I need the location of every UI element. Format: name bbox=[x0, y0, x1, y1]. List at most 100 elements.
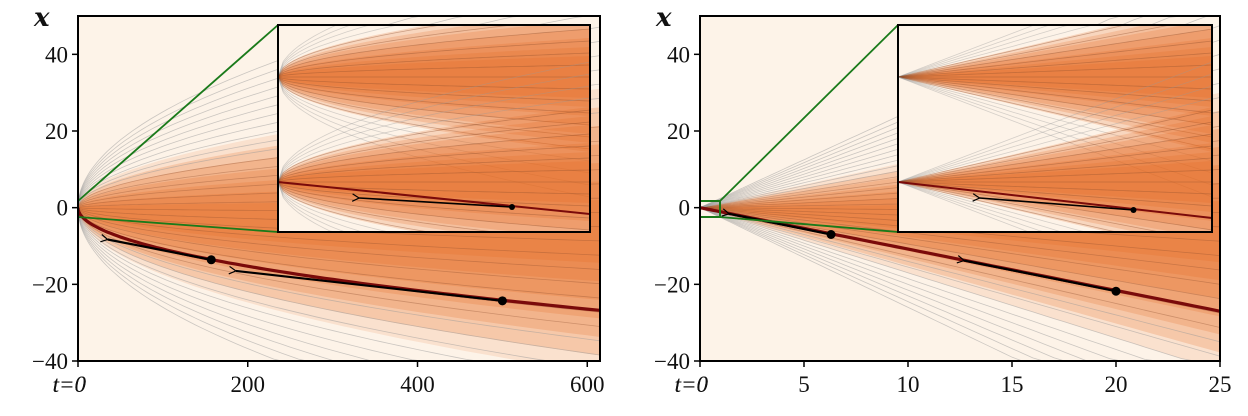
inset-curve bbox=[898, 40, 1212, 78]
inset-curve bbox=[278, 25, 590, 78]
inset-density-band bbox=[898, 25, 1212, 134]
y-axis-label: x bbox=[655, 3, 672, 33]
x-tick-label-origin: t=0 bbox=[675, 372, 709, 397]
inset-curve bbox=[278, 76, 590, 198]
inset-curve bbox=[898, 181, 1212, 232]
inset-density-band bbox=[898, 143, 1212, 221]
inset-density-band bbox=[898, 38, 1212, 116]
characteristic-curve bbox=[78, 207, 600, 361]
inset-density-band bbox=[278, 56, 590, 98]
inset-density-band bbox=[898, 134, 1212, 230]
inset-curve bbox=[898, 181, 1212, 195]
characteristic-curve bbox=[78, 207, 600, 327]
inset-density-band bbox=[898, 125, 1212, 232]
inset-curve bbox=[898, 76, 1212, 150]
x-tick-label: 5 bbox=[798, 372, 810, 397]
inset-curve bbox=[898, 25, 1212, 78]
origin-tick-label: t=0 bbox=[675, 372, 709, 397]
inset-density-band bbox=[278, 25, 590, 143]
inset-curve bbox=[278, 76, 590, 126]
y-tick-label: 0 bbox=[57, 196, 69, 221]
inset-curve bbox=[278, 181, 590, 232]
inset-curve bbox=[898, 76, 1212, 126]
inset-density-band bbox=[898, 25, 1212, 143]
inset-background bbox=[898, 25, 1212, 232]
inset-curve bbox=[898, 76, 1212, 186]
x-tick-label: 25 bbox=[1209, 372, 1232, 397]
inset-curve bbox=[278, 25, 590, 78]
inset-density-band bbox=[278, 161, 590, 203]
inset-curve bbox=[898, 76, 1212, 138]
inset-density-band bbox=[278, 47, 590, 107]
inset-curve bbox=[278, 157, 590, 183]
inset-curve bbox=[898, 25, 1212, 78]
characteristic-curve bbox=[700, 207, 1220, 361]
characteristic-curve bbox=[78, 207, 600, 256]
data-point bbox=[497, 296, 507, 306]
x-tick-label: 10 bbox=[897, 372, 920, 397]
inset-curve bbox=[898, 76, 1212, 162]
inset-curve bbox=[898, 61, 1212, 183]
inset-curve bbox=[278, 73, 590, 183]
inset-density-band bbox=[898, 47, 1212, 107]
arrow bbox=[956, 255, 1117, 293]
characteristic-curve bbox=[78, 16, 600, 208]
data-point bbox=[1111, 286, 1121, 296]
inset-arrow bbox=[972, 193, 1134, 211]
x-tick-label: 400 bbox=[400, 372, 435, 397]
inset-density-band bbox=[898, 56, 1212, 98]
characteristic-curve bbox=[78, 16, 600, 208]
x-tick-label: 20 bbox=[1105, 372, 1128, 397]
y-tick-label: −20 bbox=[654, 272, 690, 297]
inset-frame bbox=[277, 24, 591, 233]
y-tick-label: −20 bbox=[32, 272, 68, 297]
inset-curve bbox=[898, 109, 1212, 183]
inset-curve bbox=[898, 76, 1212, 114]
inset-curve bbox=[278, 28, 590, 78]
y-tick-label: 20 bbox=[667, 119, 690, 144]
inset-curve bbox=[898, 121, 1212, 183]
inset-density-band bbox=[278, 116, 590, 232]
inset-curve bbox=[278, 133, 590, 183]
inset-curve bbox=[278, 76, 590, 186]
inset-arrow bbox=[351, 193, 513, 208]
inset bbox=[898, 25, 1212, 232]
inset-curve bbox=[898, 76, 1212, 198]
characteristic-curve bbox=[78, 207, 600, 361]
x-tick-label: 15 bbox=[1001, 372, 1024, 397]
inset-curve bbox=[898, 76, 1212, 102]
data-point bbox=[826, 230, 836, 239]
axes-frame bbox=[77, 15, 601, 362]
inset-curve bbox=[898, 181, 1212, 207]
inset-point bbox=[1130, 207, 1137, 213]
characteristic-curve bbox=[700, 207, 1220, 361]
inset-curve bbox=[278, 25, 590, 78]
inset-curve bbox=[278, 25, 590, 78]
inset-trajectory bbox=[898, 181, 1212, 219]
zoom-connector bbox=[77, 216, 279, 233]
inset-curve bbox=[898, 25, 1212, 78]
inset-curve bbox=[898, 73, 1212, 183]
x-tick-label: 600 bbox=[570, 372, 605, 397]
y-tick-label: 0 bbox=[679, 196, 691, 221]
inset-density-band bbox=[278, 29, 590, 125]
inset-density-band bbox=[278, 25, 590, 152]
inset-density-band bbox=[898, 25, 1212, 152]
inset-curve bbox=[898, 157, 1212, 183]
characteristic-curve bbox=[78, 207, 600, 361]
inset-curve bbox=[898, 133, 1212, 183]
inset-curve bbox=[278, 85, 590, 183]
y-tick-label: −40 bbox=[654, 349, 690, 374]
inset-curve bbox=[898, 145, 1212, 183]
inset-curve bbox=[278, 76, 590, 162]
inset-curve bbox=[898, 25, 1212, 78]
inset-curve bbox=[898, 76, 1212, 174]
axes-frame bbox=[699, 15, 1221, 362]
inset-curve bbox=[898, 169, 1212, 183]
y-tick-label: 20 bbox=[45, 119, 68, 144]
inset-curve bbox=[278, 52, 590, 78]
inset-curve bbox=[898, 97, 1212, 183]
